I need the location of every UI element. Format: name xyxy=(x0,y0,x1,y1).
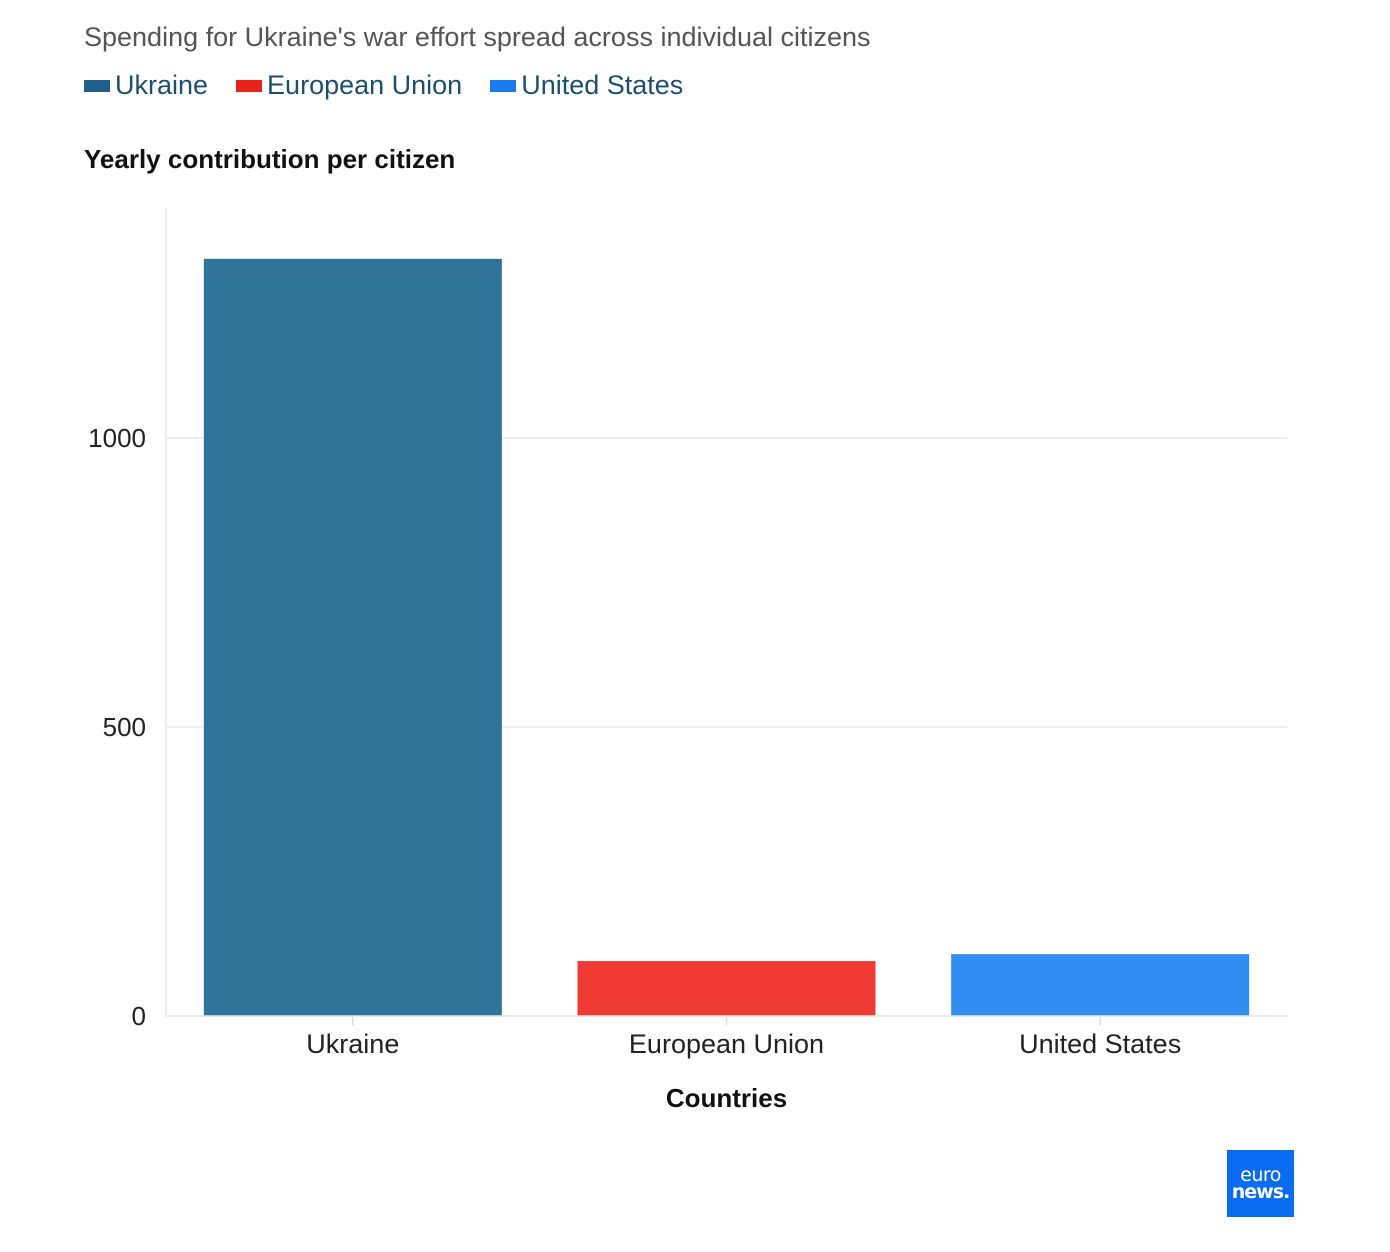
x-axis-title: Countries xyxy=(666,1083,787,1113)
bar-united-states[interactable] xyxy=(951,954,1250,1016)
legend-swatch-european-union xyxy=(236,79,263,92)
y-axis-label: Yearly contribution per citizen xyxy=(84,144,456,174)
legend-label-european-union: European Union xyxy=(267,70,463,100)
legend-label-united-states: United States xyxy=(521,70,684,100)
legend-item-ukraine[interactable]: Ukraine xyxy=(84,70,208,101)
bar-ukraine[interactable] xyxy=(203,258,502,1016)
euronews-logo: euro news. xyxy=(1227,1150,1294,1217)
chart-legend: Ukraine European Union United States xyxy=(84,70,711,101)
legend-item-european-union[interactable]: European Union xyxy=(236,70,462,101)
legend-swatch-united-states xyxy=(490,79,517,92)
x-tick-label: Ukraine xyxy=(306,1029,399,1059)
bar-european-union[interactable] xyxy=(577,961,876,1016)
x-tick-label: European Union xyxy=(629,1029,824,1059)
legend-swatch-ukraine xyxy=(84,79,110,92)
legend-item-united-states[interactable]: United States xyxy=(490,70,683,101)
legend-label-ukraine: Ukraine xyxy=(115,70,209,100)
y-tick-label: 500 xyxy=(103,712,146,742)
logo-line-1: euro xyxy=(1240,1163,1281,1186)
logo-line-2: news. xyxy=(1231,1180,1290,1203)
y-tick-label: 0 xyxy=(132,1001,146,1031)
y-tick-label: 1000 xyxy=(88,423,146,453)
x-tick-label: United States xyxy=(1019,1029,1181,1059)
chart-subtitle: Spending for Ukraine's war effort spread… xyxy=(84,22,871,52)
